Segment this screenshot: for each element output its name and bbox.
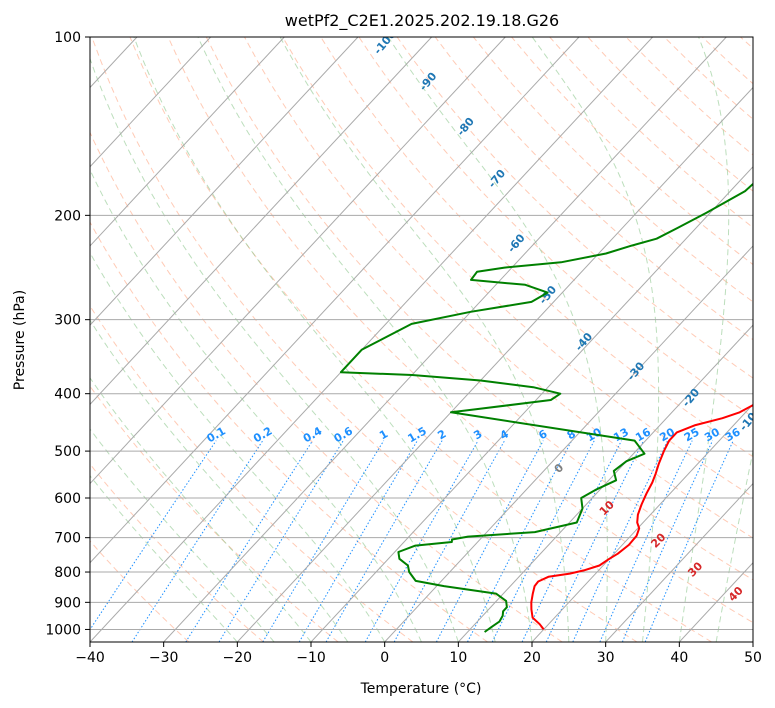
dry-adiabat	[90, 385, 339, 642]
dry-adiabat	[167, 37, 753, 624]
y-tick-label: 400	[54, 387, 81, 403]
mixing-ratio-line	[467, 440, 573, 642]
mixing-ratio-line	[393, 440, 506, 642]
y-tick-label: 600	[54, 491, 81, 507]
mixing-ratio-line	[521, 440, 622, 642]
dry-adiabat	[90, 221, 488, 642]
mixing-ratio-line	[325, 440, 443, 642]
mixing-ratio-line	[218, 440, 344, 642]
plot-frame	[89, 36, 754, 643]
dry-adiabat	[90, 540, 190, 642]
x-tick-label: 20	[523, 650, 541, 666]
dry-adiabat	[282, 37, 753, 498]
x-tick-label: −40	[75, 650, 105, 666]
moist-adiabat	[90, 57, 459, 642]
mixing-ratio-line	[435, 440, 544, 642]
dry-adiabat	[244, 37, 753, 539]
x-tick-label: −10	[296, 650, 326, 666]
isotherm	[90, 37, 285, 247]
x-axis-ticks: −40 −30 −20 −10 0 10 20 30 40 50	[75, 642, 762, 666]
moist-adiabat	[715, 448, 753, 642]
moist-adiabat	[279, 37, 570, 642]
plot-area: 0.1 0.2 0.4 0.6 1 1.5 2 3 4 6 8 10 13 16 20 25 30 36-100-…	[90, 37, 753, 642]
isotherm	[163, 37, 727, 642]
isotherm	[531, 403, 753, 642]
moist-adiabat	[133, 37, 496, 642]
isotherm	[384, 245, 753, 642]
mixing-ratio-line	[185, 440, 314, 642]
y-tick-label: 500	[54, 444, 81, 460]
x-axis-label: Temperature (°C)	[360, 681, 482, 697]
mixing-ratio-line	[621, 440, 714, 642]
isotherm	[90, 37, 359, 326]
isotherm	[90, 37, 212, 168]
y-tick-label: 800	[54, 565, 81, 581]
y-axis-ticks: 100 200 300 400 500 600 700 800 900 1000	[45, 30, 90, 638]
y-tick-label: 900	[54, 595, 81, 611]
moist-adiabat	[678, 37, 730, 642]
dry-adiabat	[473, 37, 753, 303]
moist-adiabat	[197, 37, 533, 642]
temperature-trace	[530, 404, 753, 631]
dry-adiabat	[129, 37, 712, 642]
x-tick-label: 50	[744, 650, 762, 666]
dry-adiabat	[434, 37, 753, 341]
mixing-ratio-line	[90, 440, 217, 631]
mixing-ratio-line	[298, 440, 418, 642]
y-tick-label: 700	[54, 531, 81, 547]
moist-adiabat	[90, 168, 422, 642]
y-tick-label: 1000	[45, 622, 81, 638]
moist-adiabat	[387, 37, 608, 642]
isotherm	[90, 37, 506, 485]
mixing-ratio-line	[644, 440, 734, 642]
isotherm	[90, 37, 580, 564]
sounding-traces	[339, 182, 753, 633]
x-tick-label: 0	[380, 650, 389, 666]
dry-adiabat	[396, 37, 753, 379]
chart-title: wetPf2_C2E1.2025.202.19.18.G26	[285, 11, 559, 31]
isotherm	[236, 86, 753, 642]
x-tick-label: 30	[597, 650, 615, 666]
y-axis-label: Pressure (hPa)	[12, 290, 28, 390]
background-lines	[90, 37, 753, 642]
mixing-ratio-line	[262, 440, 385, 642]
mixing-ratio-line	[545, 440, 644, 642]
isotherm	[310, 165, 753, 642]
moist-adiabat	[90, 251, 386, 642]
y-tick-label: 100	[54, 30, 81, 46]
y-tick-label: 200	[54, 208, 81, 224]
y-tick-label: 300	[54, 313, 81, 329]
isotherm	[457, 324, 753, 642]
x-tick-label: −20	[223, 650, 253, 666]
moist-adiabat	[531, 37, 660, 642]
isotherm	[90, 37, 654, 642]
x-tick-label: 40	[670, 650, 688, 666]
dry-adiabat	[90, 131, 563, 642]
dry-adiabat	[90, 463, 264, 642]
isotherm	[605, 482, 753, 642]
moist-adiabat	[90, 319, 349, 642]
isotherm	[90, 37, 433, 406]
mixing-ratio-line	[131, 440, 264, 642]
x-tick-label: −30	[149, 650, 179, 666]
dry-adiabat	[205, 37, 753, 581]
x-tick-label: 10	[449, 650, 467, 666]
dry-adiabat	[91, 37, 638, 642]
dewpoint-trace	[339, 182, 753, 633]
